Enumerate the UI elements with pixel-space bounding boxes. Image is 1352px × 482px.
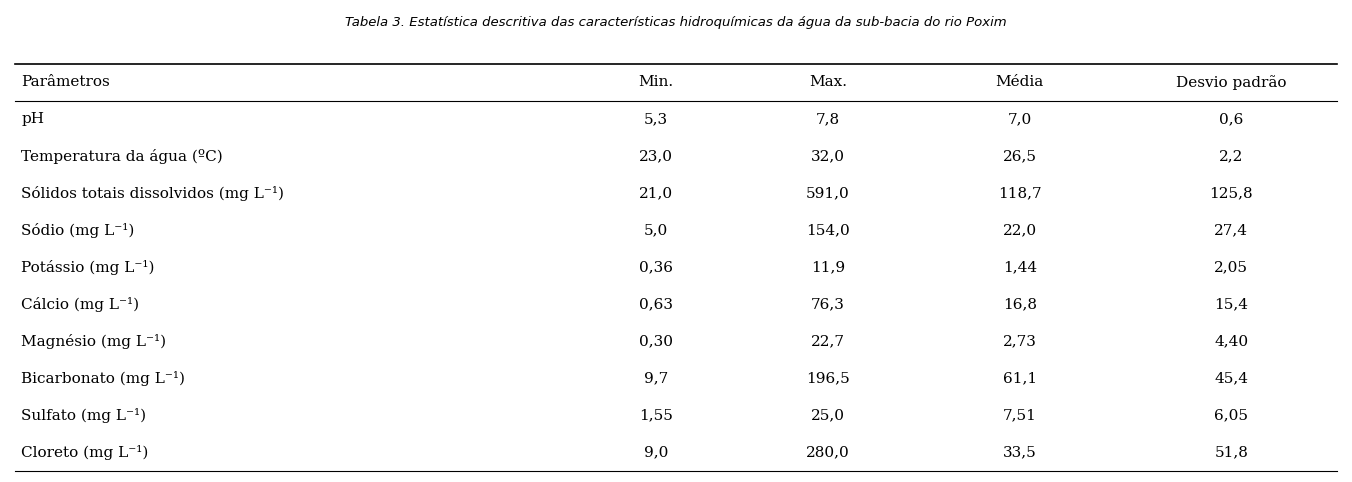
Text: 7,0: 7,0 — [1007, 112, 1032, 126]
Text: Temperatura da água (ºC): Temperatura da água (ºC) — [22, 149, 223, 164]
Text: Cálcio (mg L⁻¹): Cálcio (mg L⁻¹) — [22, 297, 139, 312]
Text: 154,0: 154,0 — [806, 223, 850, 237]
Text: 0,6: 0,6 — [1220, 112, 1244, 126]
Text: 7,8: 7,8 — [817, 112, 840, 126]
Text: Sódio (mg L⁻¹): Sódio (mg L⁻¹) — [22, 223, 135, 238]
Text: 51,8: 51,8 — [1214, 445, 1248, 459]
Text: Sulfato (mg L⁻¹): Sulfato (mg L⁻¹) — [22, 408, 146, 423]
Text: Min.: Min. — [638, 75, 673, 89]
Text: 11,9: 11,9 — [811, 260, 845, 274]
Text: Sólidos totais dissolvidos (mg L⁻¹): Sólidos totais dissolvidos (mg L⁻¹) — [22, 186, 284, 201]
Text: 2,73: 2,73 — [1003, 335, 1037, 348]
Text: Tabela 3. Estatística descritiva das características hidroquímicas da água da su: Tabela 3. Estatística descritiva das car… — [345, 16, 1007, 29]
Text: Parâmetros: Parâmetros — [22, 75, 111, 89]
Text: 591,0: 591,0 — [806, 187, 850, 201]
Text: 0,30: 0,30 — [639, 335, 673, 348]
Text: 22,7: 22,7 — [811, 335, 845, 348]
Text: 27,4: 27,4 — [1214, 223, 1248, 237]
Text: 61,1: 61,1 — [1003, 372, 1037, 386]
Text: 76,3: 76,3 — [811, 297, 845, 311]
Text: 5,0: 5,0 — [644, 223, 668, 237]
Text: Desvio padrão: Desvio padrão — [1176, 75, 1287, 90]
Text: 1,55: 1,55 — [639, 408, 673, 423]
Text: pH: pH — [22, 112, 45, 126]
Text: 196,5: 196,5 — [806, 372, 850, 386]
Text: 15,4: 15,4 — [1214, 297, 1248, 311]
Text: 7,51: 7,51 — [1003, 408, 1037, 423]
Text: 25,0: 25,0 — [811, 408, 845, 423]
Text: 280,0: 280,0 — [806, 445, 850, 459]
Text: Média: Média — [995, 75, 1044, 89]
Text: Magnésio (mg L⁻¹): Magnésio (mg L⁻¹) — [22, 334, 166, 349]
Text: 16,8: 16,8 — [1003, 297, 1037, 311]
Text: 9,0: 9,0 — [644, 445, 668, 459]
Text: 0,63: 0,63 — [639, 297, 673, 311]
Text: 32,0: 32,0 — [811, 149, 845, 163]
Text: 26,5: 26,5 — [1003, 149, 1037, 163]
Text: Cloreto (mg L⁻¹): Cloreto (mg L⁻¹) — [22, 445, 149, 460]
Text: 118,7: 118,7 — [998, 187, 1041, 201]
Text: 125,8: 125,8 — [1210, 187, 1253, 201]
Text: 23,0: 23,0 — [639, 149, 673, 163]
Text: 4,40: 4,40 — [1214, 335, 1248, 348]
Text: 6,05: 6,05 — [1214, 408, 1248, 423]
Text: 5,3: 5,3 — [644, 112, 668, 126]
Text: 9,7: 9,7 — [644, 372, 668, 386]
Text: 33,5: 33,5 — [1003, 445, 1037, 459]
Text: Potássio (mg L⁻¹): Potássio (mg L⁻¹) — [22, 260, 155, 275]
Text: 0,36: 0,36 — [639, 260, 673, 274]
Text: 21,0: 21,0 — [639, 187, 673, 201]
Text: 2,2: 2,2 — [1220, 149, 1244, 163]
Text: 45,4: 45,4 — [1214, 372, 1248, 386]
Text: 22,0: 22,0 — [1003, 223, 1037, 237]
Text: Bicarbonato (mg L⁻¹): Bicarbonato (mg L⁻¹) — [22, 371, 185, 386]
Text: 2,05: 2,05 — [1214, 260, 1248, 274]
Text: Max.: Max. — [808, 75, 848, 89]
Text: 1,44: 1,44 — [1003, 260, 1037, 274]
